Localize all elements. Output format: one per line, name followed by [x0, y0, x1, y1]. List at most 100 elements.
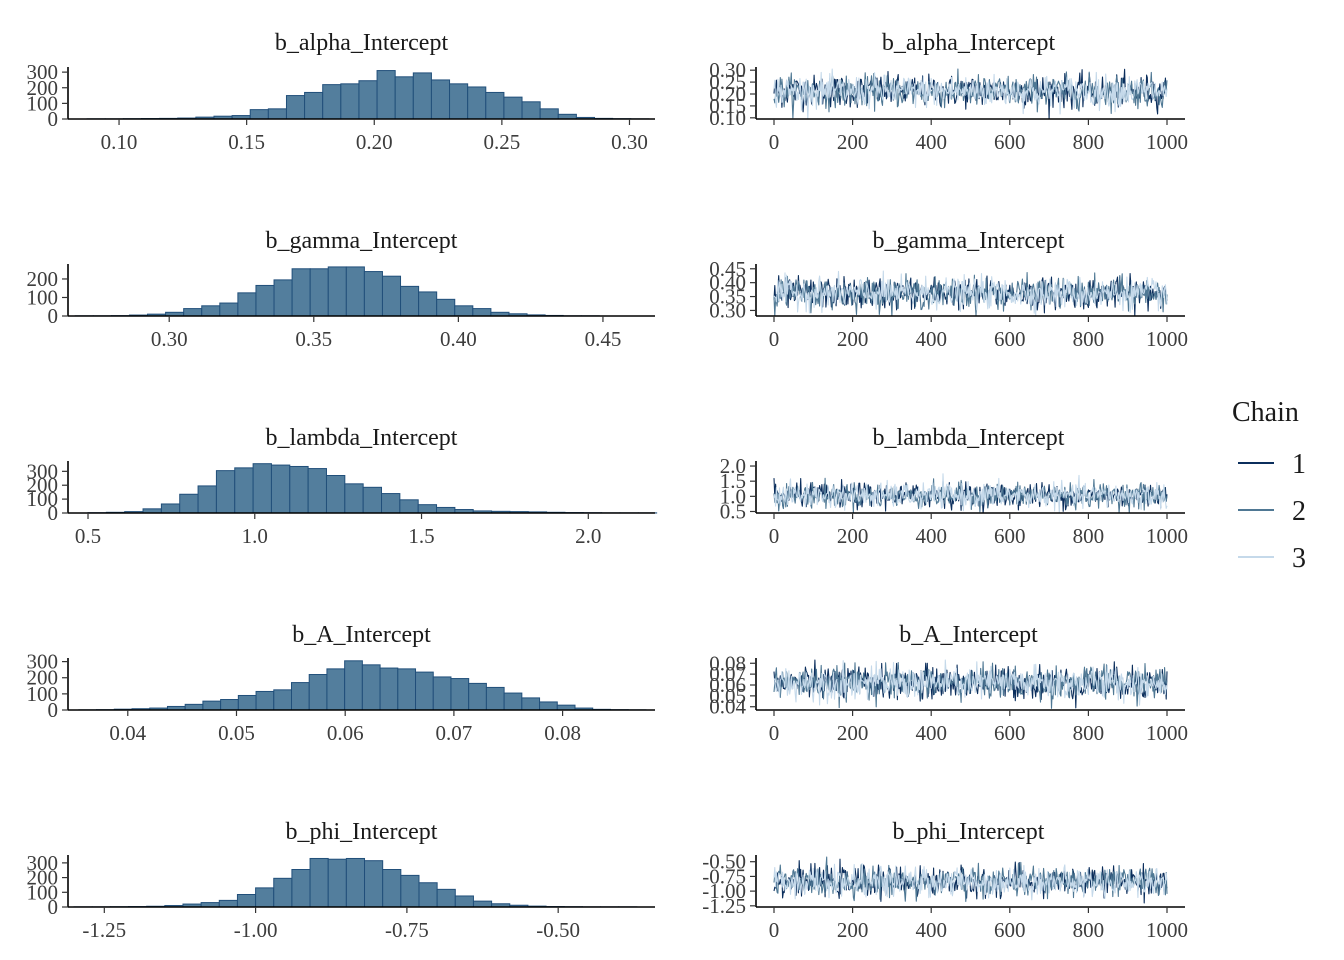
hist-y-tick-label: 0: [48, 698, 59, 722]
histogram-bar: [307, 468, 327, 514]
hist-x-tick-label: 0.07: [436, 721, 473, 745]
trace-line-chain-3: [773, 270, 1168, 317]
trace-x-tick-label: 0: [769, 721, 780, 745]
hist-x-tick-label: 0.10: [101, 130, 138, 154]
hist-x-tick-label: -1.25: [82, 918, 126, 942]
histogram-bar: [485, 91, 505, 120]
hist-x-tick-label: -1.00: [234, 918, 278, 942]
histogram-bars: [78, 660, 647, 711]
histogram-bar: [436, 298, 456, 317]
hist-y-tick-label: 300: [27, 650, 59, 674]
histogram-bar: [249, 109, 269, 120]
histogram-bar: [160, 503, 181, 514]
trace-x-tick-label: 1000: [1146, 130, 1188, 154]
trace-x-tick-label: 200: [837, 327, 869, 351]
histogram-bar: [304, 91, 324, 120]
histogram-bar: [218, 899, 238, 908]
hist-x-tick-label: 0.04: [109, 721, 146, 745]
histogram-bar: [345, 266, 365, 317]
hist-x-tick-label: 1.0: [242, 524, 268, 548]
histogram-bar: [309, 857, 329, 908]
hist-y-tick-label: 0: [48, 107, 59, 131]
trace-y-tick-label: -1.00: [702, 879, 746, 903]
histogram-bar: [308, 674, 328, 711]
hist-x-tick-label: -0.75: [385, 918, 429, 942]
histogram-bar: [183, 308, 203, 317]
histogram-bar: [326, 668, 346, 711]
trace-y-tick-label: 1.0: [720, 484, 746, 508]
hist-x-tick-label: 0.30: [611, 130, 648, 154]
hist-title: b_gamma_Intercept: [266, 228, 458, 254]
hist-x-tick-label: 0.15: [228, 130, 265, 154]
histogram-bars: [73, 857, 638, 908]
hist-x-tick-label: 0.25: [483, 130, 520, 154]
histogram-bar: [364, 860, 384, 908]
histogram-bar: [361, 664, 381, 711]
histogram-bar: [432, 676, 452, 711]
trace-x-tick-label: 400: [915, 524, 947, 548]
histogram-bar: [273, 689, 292, 711]
legend-label: 3: [1292, 543, 1306, 574]
histogram-bar: [237, 694, 257, 711]
histogram-bar: [503, 692, 523, 711]
histogram-bar: [273, 279, 293, 317]
trace-x-tick-label: 200: [837, 524, 869, 548]
histogram-bar: [467, 86, 487, 120]
trace-x-tick-label: 600: [994, 524, 1026, 548]
trace-x-tick-label: 800: [1073, 721, 1105, 745]
histogram-bar: [290, 682, 310, 711]
hist-y-tick-label: 0: [48, 304, 59, 328]
trace-x-tick-label: 1000: [1146, 918, 1188, 942]
legend-label: 1: [1292, 449, 1306, 480]
histogram-bar: [468, 682, 487, 711]
histogram-bar: [417, 504, 438, 514]
hist-x-tick-label: 0.5: [75, 524, 101, 548]
histogram-bar: [345, 857, 366, 908]
trace-y-tick-label: 0.30: [709, 298, 746, 322]
hist-x-tick-label: 0.45: [585, 327, 622, 351]
histogram-bar: [289, 465, 309, 514]
histogram-bar: [397, 668, 417, 711]
trace-y-tick-label: 0.08: [709, 651, 746, 675]
hist-title: b_A_Intercept: [292, 622, 431, 648]
trace-title: b_A_Intercept: [899, 622, 1038, 648]
trace-lines: [773, 473, 1168, 514]
hist-y-tick-label: 200: [27, 267, 59, 291]
histogram-bar: [252, 463, 272, 514]
trace-y-tick-label: 0.05: [709, 684, 746, 708]
hist-x-tick-label: 0.40: [440, 327, 477, 351]
histogram-bar: [340, 83, 360, 120]
trace-x-tick-label: 600: [994, 721, 1026, 745]
chain-legend: Chain 1 2 3: [1232, 397, 1306, 574]
histogram-bar: [418, 291, 438, 317]
trace-x-tick-label: 800: [1073, 918, 1105, 942]
hist-title: b_phi_Intercept: [286, 819, 438, 845]
histogram-bar: [436, 506, 456, 514]
hist-y-tick-label: 300: [27, 459, 59, 483]
trace-line-chain-3: [773, 659, 1168, 706]
trace-x-tick-label: 400: [915, 130, 947, 154]
trace-x-tick-label: 1000: [1146, 524, 1188, 548]
hist-y-tick-label: 100: [27, 285, 59, 309]
trace-line-chain-3: [773, 68, 1168, 120]
hist-y-tick-label: 200: [27, 666, 59, 690]
trace-x-tick-label: 200: [837, 721, 869, 745]
hist-y-tick-label: 100: [27, 487, 59, 511]
hist-title: b_lambda_Intercept: [266, 425, 458, 451]
trace-y-tick-label: 1.5: [720, 469, 746, 493]
trace-x-tick-label: 1000: [1146, 721, 1188, 745]
histogram-bar: [382, 869, 402, 908]
histogram-bar: [503, 96, 523, 120]
trace-x-tick-label: 400: [915, 721, 947, 745]
histogram-bar: [400, 285, 420, 317]
trace-x-tick-label: 0: [769, 130, 780, 154]
histogram-bar: [521, 697, 541, 711]
trace-lines: [773, 270, 1168, 317]
trace-x-tick-label: 600: [994, 130, 1026, 154]
histogram-bar: [430, 79, 451, 120]
histogram-bar: [394, 76, 414, 120]
histogram-bar: [327, 266, 347, 317]
hist-x-tick-label: 0.35: [295, 327, 332, 351]
trace-x-tick-label: 800: [1073, 130, 1105, 154]
histogram-bar: [327, 858, 347, 908]
